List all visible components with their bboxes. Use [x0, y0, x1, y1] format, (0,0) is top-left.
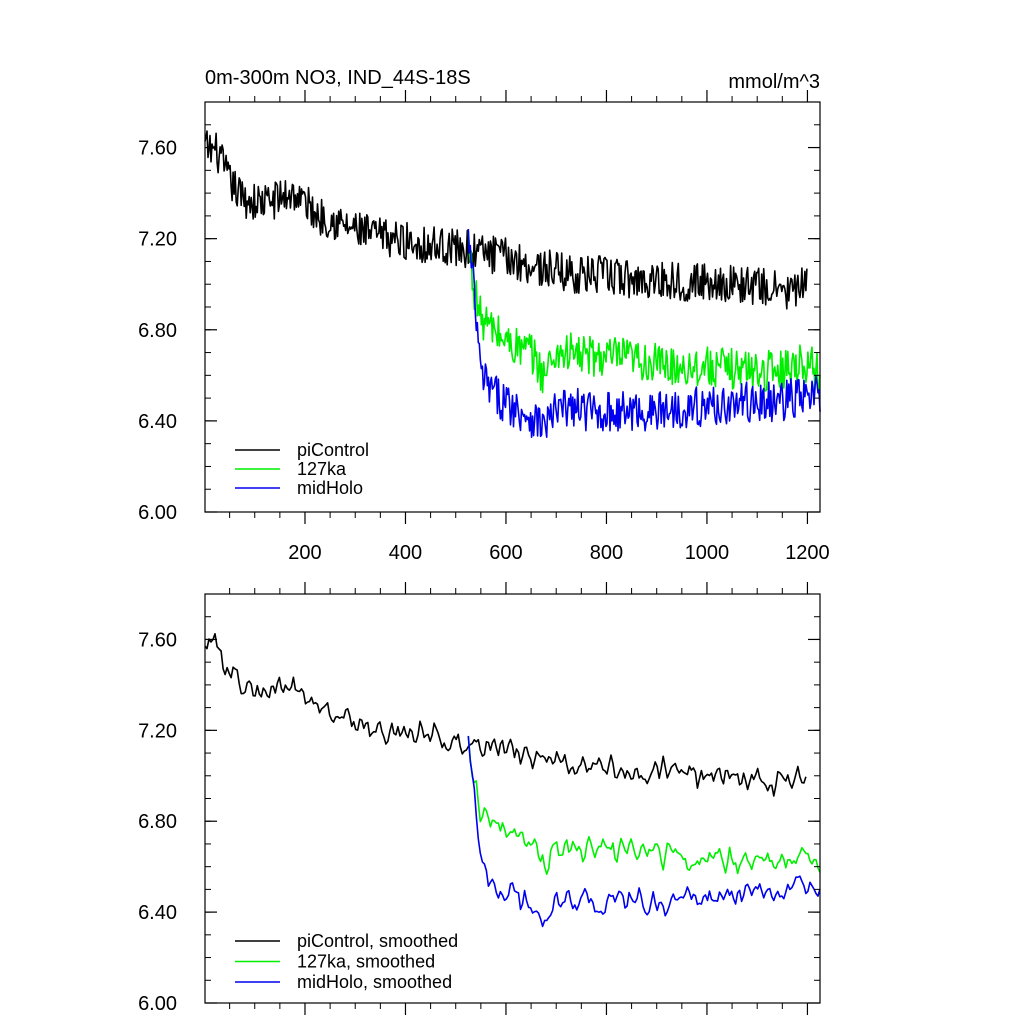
series-line	[204, 130, 808, 310]
series-line	[467, 228, 821, 438]
y-tick-label: 7.60	[138, 629, 177, 651]
y-tick-label: 6.80	[138, 320, 177, 342]
series-line	[204, 633, 807, 797]
y-tick-label: 7.20	[138, 720, 177, 742]
series-layer	[204, 633, 821, 928]
legend-label: 127ka	[297, 459, 347, 479]
series-line	[467, 736, 821, 875]
legend-label: midHolo	[297, 478, 363, 498]
x-tick-label: 1200	[785, 542, 830, 564]
y-tick-label: 7.20	[138, 229, 177, 251]
series-line	[467, 735, 821, 928]
series-layer	[204, 130, 821, 438]
x-tick-label: 400	[389, 542, 422, 564]
x-tick-label: 600	[489, 542, 522, 564]
top-panel: 0m-300m NO3, IND_44S-18S mmol/m^3 6.006.…	[138, 67, 830, 564]
y-tick-label: 6.40	[138, 411, 177, 433]
y-tick-label: 6.80	[138, 811, 177, 833]
y-tick-label: 6.40	[138, 902, 177, 924]
legend-label: piControl, smoothed	[297, 931, 458, 951]
x-tick-label: 800	[590, 542, 623, 564]
bottom-panel: 6.00 6.40 6.80 7.20 7.60 piControl, smoothed…	[138, 582, 821, 1015]
axes-layer: 6.00 6.40 6.80 7.20 7.60 200 400 600 800 1000 1200	[138, 90, 830, 564]
y-tick-label: 6.00	[138, 502, 177, 524]
series-line	[467, 230, 821, 394]
units-label: mmol/m^3	[728, 71, 820, 93]
axes-layer: 6.00 6.40 6.80 7.20 7.60	[138, 582, 821, 1015]
x-tick-label: 1000	[685, 542, 730, 564]
y-tick-label: 6.00	[138, 993, 177, 1015]
x-tick-label: 200	[288, 542, 321, 564]
legend-label: midHolo, smoothed	[297, 972, 452, 992]
y-tick-label: 7.60	[138, 138, 177, 160]
chart-title: 0m-300m NO3, IND_44S-18S	[205, 67, 471, 89]
legend-label: piControl	[297, 440, 369, 460]
legend-label: 127ka, smoothed	[297, 952, 435, 972]
